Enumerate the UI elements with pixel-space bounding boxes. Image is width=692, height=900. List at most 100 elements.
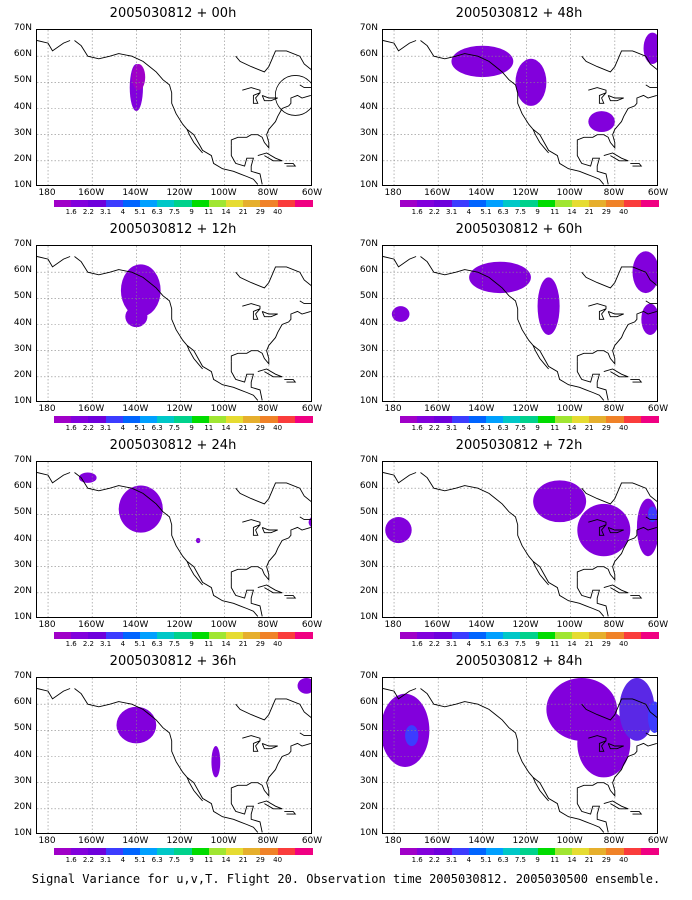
colorbar-swatch [640, 848, 659, 855]
colorbar-label: 7.5 [514, 856, 526, 864]
lon-tick-label: 180 [384, 404, 402, 414]
colorbar-swatch [451, 200, 470, 207]
colorbar-swatch [157, 848, 176, 855]
coastline [235, 266, 311, 289]
coastline [576, 793, 609, 833]
colorbar-label: 9 [189, 424, 194, 432]
coastline [588, 735, 607, 752]
lat-tick-label: 60N [359, 49, 378, 60]
colorbar-swatch [105, 416, 124, 423]
lat-tick-label: 70N [13, 23, 32, 33]
lon-tick-label: 120W [512, 188, 539, 198]
coastline [383, 472, 417, 484]
coastline [581, 266, 657, 289]
coastline [284, 378, 297, 383]
colorbar-swatch [606, 200, 625, 207]
colorbar-swatch [277, 200, 296, 207]
map-svg [383, 678, 657, 833]
variance-blob [469, 261, 531, 294]
colorbar-label: 11 [550, 856, 560, 864]
lon-tick-label: 100W [556, 188, 583, 198]
colorbar-swatch [294, 632, 313, 639]
coastline [242, 87, 261, 104]
colorbar-swatch [54, 416, 72, 423]
lon-tick-label: 120W [512, 620, 539, 630]
coastline [299, 285, 311, 305]
colorbar-label: 2.2 [428, 856, 440, 864]
colorbar-swatch [520, 632, 539, 639]
coastline [630, 594, 643, 599]
lat-tick-label: 70N [13, 455, 32, 465]
lon-tick-label: 120W [166, 620, 193, 630]
colorbar-label: 11 [204, 424, 214, 432]
variance-blob [385, 516, 412, 544]
colorbar [400, 416, 659, 423]
variance-blob [297, 678, 311, 694]
variance-blob [211, 746, 221, 778]
map-plot-area [36, 677, 312, 834]
colorbar-swatch [434, 848, 453, 855]
colorbar-swatch [294, 416, 313, 423]
lon-tick-label: 160W [424, 188, 451, 198]
coastline [588, 519, 607, 536]
lat-tick-label: 50N [359, 723, 378, 734]
coastline [230, 94, 311, 150]
colorbar-swatch [640, 416, 659, 423]
lon-tick-label: 80W [603, 620, 625, 630]
lat-tick-label: 50N [359, 291, 378, 302]
colorbar-label: 7.5 [168, 856, 180, 864]
colorbar-label: 6.3 [497, 424, 509, 432]
coastline [420, 688, 605, 833]
colorbar-swatch [589, 848, 608, 855]
colorbar-label: 29 [255, 640, 265, 648]
lon-tick-label: 160W [78, 188, 105, 198]
lat-tick-label: 10N [13, 396, 32, 406]
lat-tick-label: 30N [359, 559, 378, 570]
lat-tick-label: 20N [13, 585, 32, 596]
lon-tick-label: 60W [647, 404, 669, 414]
variance-blob [636, 498, 657, 557]
map-plot-area [382, 245, 658, 402]
map-panel: 2005030812 + 84h 70N 60N 50N 40N 30N 20N 10N 180… [346, 648, 692, 864]
colorbar-swatch [226, 416, 244, 423]
coastline [242, 519, 261, 536]
colorbar-swatch [122, 416, 141, 423]
colorbar-swatch [417, 848, 436, 855]
colorbar-swatch [140, 416, 158, 423]
colorbar-label: 7.5 [514, 424, 526, 432]
colorbar-swatch [451, 848, 470, 855]
lat-tick-label: 20N [359, 153, 378, 164]
colorbar-swatch [451, 416, 470, 423]
colorbar-label: 3.1 [100, 856, 112, 864]
map-svg [383, 30, 657, 185]
colorbar-swatch [400, 632, 418, 639]
colorbar-swatch [520, 200, 539, 207]
colorbar-label: 21 [238, 856, 248, 864]
colorbar-swatch [520, 416, 539, 423]
coastline [532, 129, 549, 154]
coastline [257, 584, 283, 594]
colorbar-label: 6.3 [151, 640, 163, 648]
colorbar-swatch [417, 416, 436, 423]
coastline [261, 526, 278, 534]
coastline [576, 145, 609, 185]
colorbar-swatch [623, 632, 642, 639]
colorbar-label: 29 [255, 424, 265, 432]
variance-blob [641, 303, 657, 335]
coastline [284, 810, 297, 815]
colorbar-swatch [417, 200, 436, 207]
colorbar-label: 3.1 [100, 424, 112, 432]
coastline [37, 472, 71, 484]
lon-tick-label: 100W [556, 620, 583, 630]
colorbar-label: 9 [189, 856, 194, 864]
colorbar-label: 14 [567, 208, 577, 216]
lon-tick-label: 120W [166, 836, 193, 846]
lat-tick-label: 50N [359, 507, 378, 518]
coastline [607, 742, 624, 750]
coastline [242, 735, 261, 752]
colorbar-swatch [606, 848, 625, 855]
colorbar-label: 40 [619, 856, 629, 864]
colorbar-label: 29 [601, 208, 611, 216]
map-plot-area [36, 245, 312, 402]
coastline [74, 688, 259, 833]
